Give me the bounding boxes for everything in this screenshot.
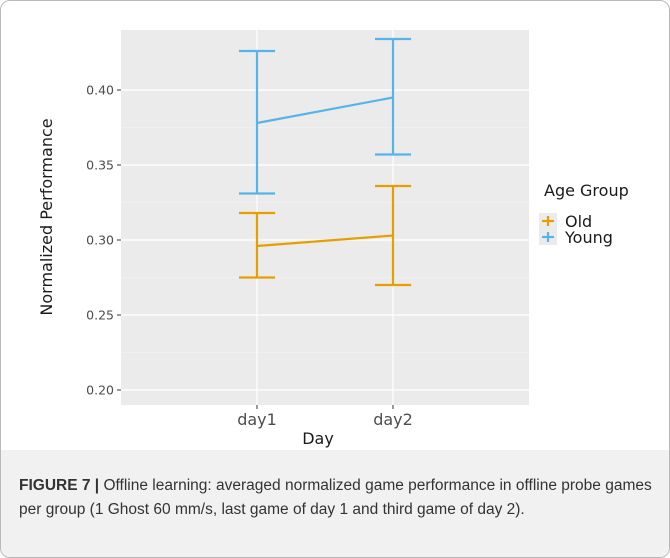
x-tick-label: day1 [237,410,277,429]
x-axis-title: Day [302,429,334,448]
y-tick-label: 0.30 [86,233,114,248]
y-tick-label: 0.20 [86,383,114,398]
y-tick-label: 0.40 [86,83,114,98]
x-tick-label: day2 [373,410,413,429]
series-line-young [256,96,394,125]
legend-title: Age Group [544,181,629,200]
legend-label-old: Old [565,212,592,231]
figure-label: FIGURE 7 | [19,477,100,494]
y-tick-label: 0.35 [86,158,114,173]
legend-label-young: Young [564,228,613,247]
series-line-old [256,234,394,248]
axes: 0.20 0.25 0.30 0.35 0.40 day1 day2 [86,83,413,430]
y-tick-label: 0.25 [86,308,114,323]
series [239,37,411,287]
chart: 0.20 0.25 0.30 0.35 0.40 day1 day2 Normalized … [37,30,629,448]
plot-panel [121,30,529,405]
caption-band [1,450,669,557]
y-axis-title: Normalized Performance [37,118,56,315]
figure-caption: FIGURE 7 | Offline learning: averaged no… [19,474,655,522]
caption-text: Offline learning: averaged normalized ga… [19,477,652,518]
